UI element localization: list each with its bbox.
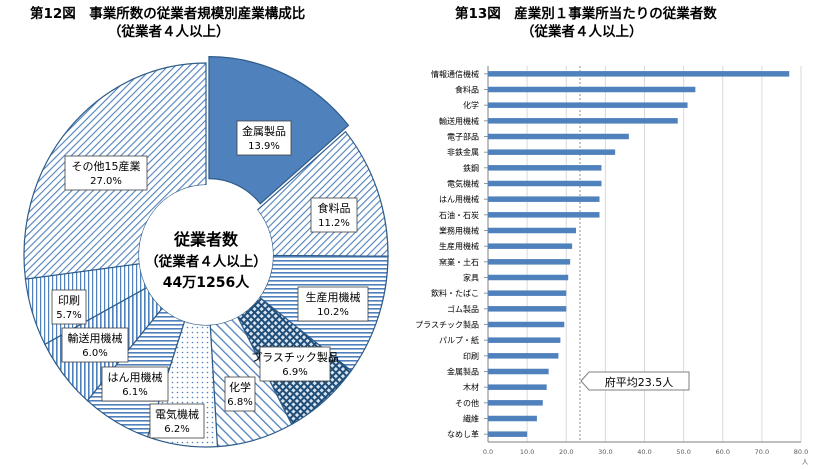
- slice-value: 5.7%: [56, 310, 81, 321]
- center-label-3: 44万1256人: [163, 274, 250, 291]
- slice-label-10: その他15産業 27.0%: [64, 155, 148, 191]
- slice-label-9: 印刷 5.7%: [51, 289, 87, 325]
- slice-name: 化学: [229, 380, 251, 394]
- slice-name: 生産用機械: [306, 290, 361, 304]
- fig13-title-text: 産業別１事業所当たりの従業者数: [514, 6, 717, 22]
- slice-label-4: プラスチック製品 6.9%: [251, 346, 339, 382]
- slice-value: 6.0%: [82, 348, 107, 359]
- slice-value: 6.8%: [227, 397, 252, 408]
- slice-name: 輸送用機械: [68, 331, 123, 345]
- slice-label-1: 金属製品 13.9%: [236, 120, 292, 156]
- slice-label-6: 電気機械 6.2%: [149, 403, 205, 439]
- slice-value: 6.1%: [122, 387, 147, 398]
- slice-label-7: はん用機械 6.1%: [101, 366, 169, 402]
- slice-value: 27.0%: [90, 176, 122, 187]
- slice-value: 6.9%: [282, 367, 307, 378]
- fig12-title: 第12図 事業所数の従業者規模別産業構成比: [30, 6, 305, 23]
- slice-value: 10.2%: [317, 307, 349, 318]
- slice-name: はん用機械: [108, 370, 163, 384]
- slice-name: 印刷: [58, 294, 80, 307]
- slice-value: 11.2%: [318, 218, 350, 229]
- slice-name: その他15産業: [72, 160, 141, 173]
- slice-value: 13.9%: [248, 141, 280, 152]
- slice-label-5: 化学 6.8%: [224, 376, 256, 412]
- slice-value: 6.2%: [164, 424, 189, 435]
- slice-name: 電気機械: [155, 407, 199, 421]
- slice-name: プラスチック製品: [251, 350, 339, 364]
- slice-label-8: 輸送用機械 6.0%: [61, 327, 129, 363]
- fig13-number: 第13図: [455, 6, 501, 22]
- slice-name: 食料品: [318, 201, 351, 215]
- center-label-1: 従業者数: [173, 230, 239, 249]
- fig13-title: 第13図 産業別１事業所当たりの従業者数: [455, 6, 717, 23]
- fig12-title-text: 事業所数の従業者規模別産業構成比: [89, 6, 306, 22]
- fig12-number: 第12図: [30, 6, 76, 22]
- slice-label-2: 食料品 11.2%: [310, 197, 358, 233]
- fig13-subtitle: （従業者４人以上）: [521, 24, 643, 40]
- slice-name: 金属製品: [242, 124, 286, 138]
- center-label-2: （従業者４人以上）: [145, 253, 267, 270]
- fig12-subtitle: （従業者４人以上）: [108, 24, 230, 40]
- donut-center: 従業者数 （従業者４人以上） 44万1256人: [139, 185, 273, 325]
- slice-label-3: 生産用機械 10.2%: [297, 286, 369, 322]
